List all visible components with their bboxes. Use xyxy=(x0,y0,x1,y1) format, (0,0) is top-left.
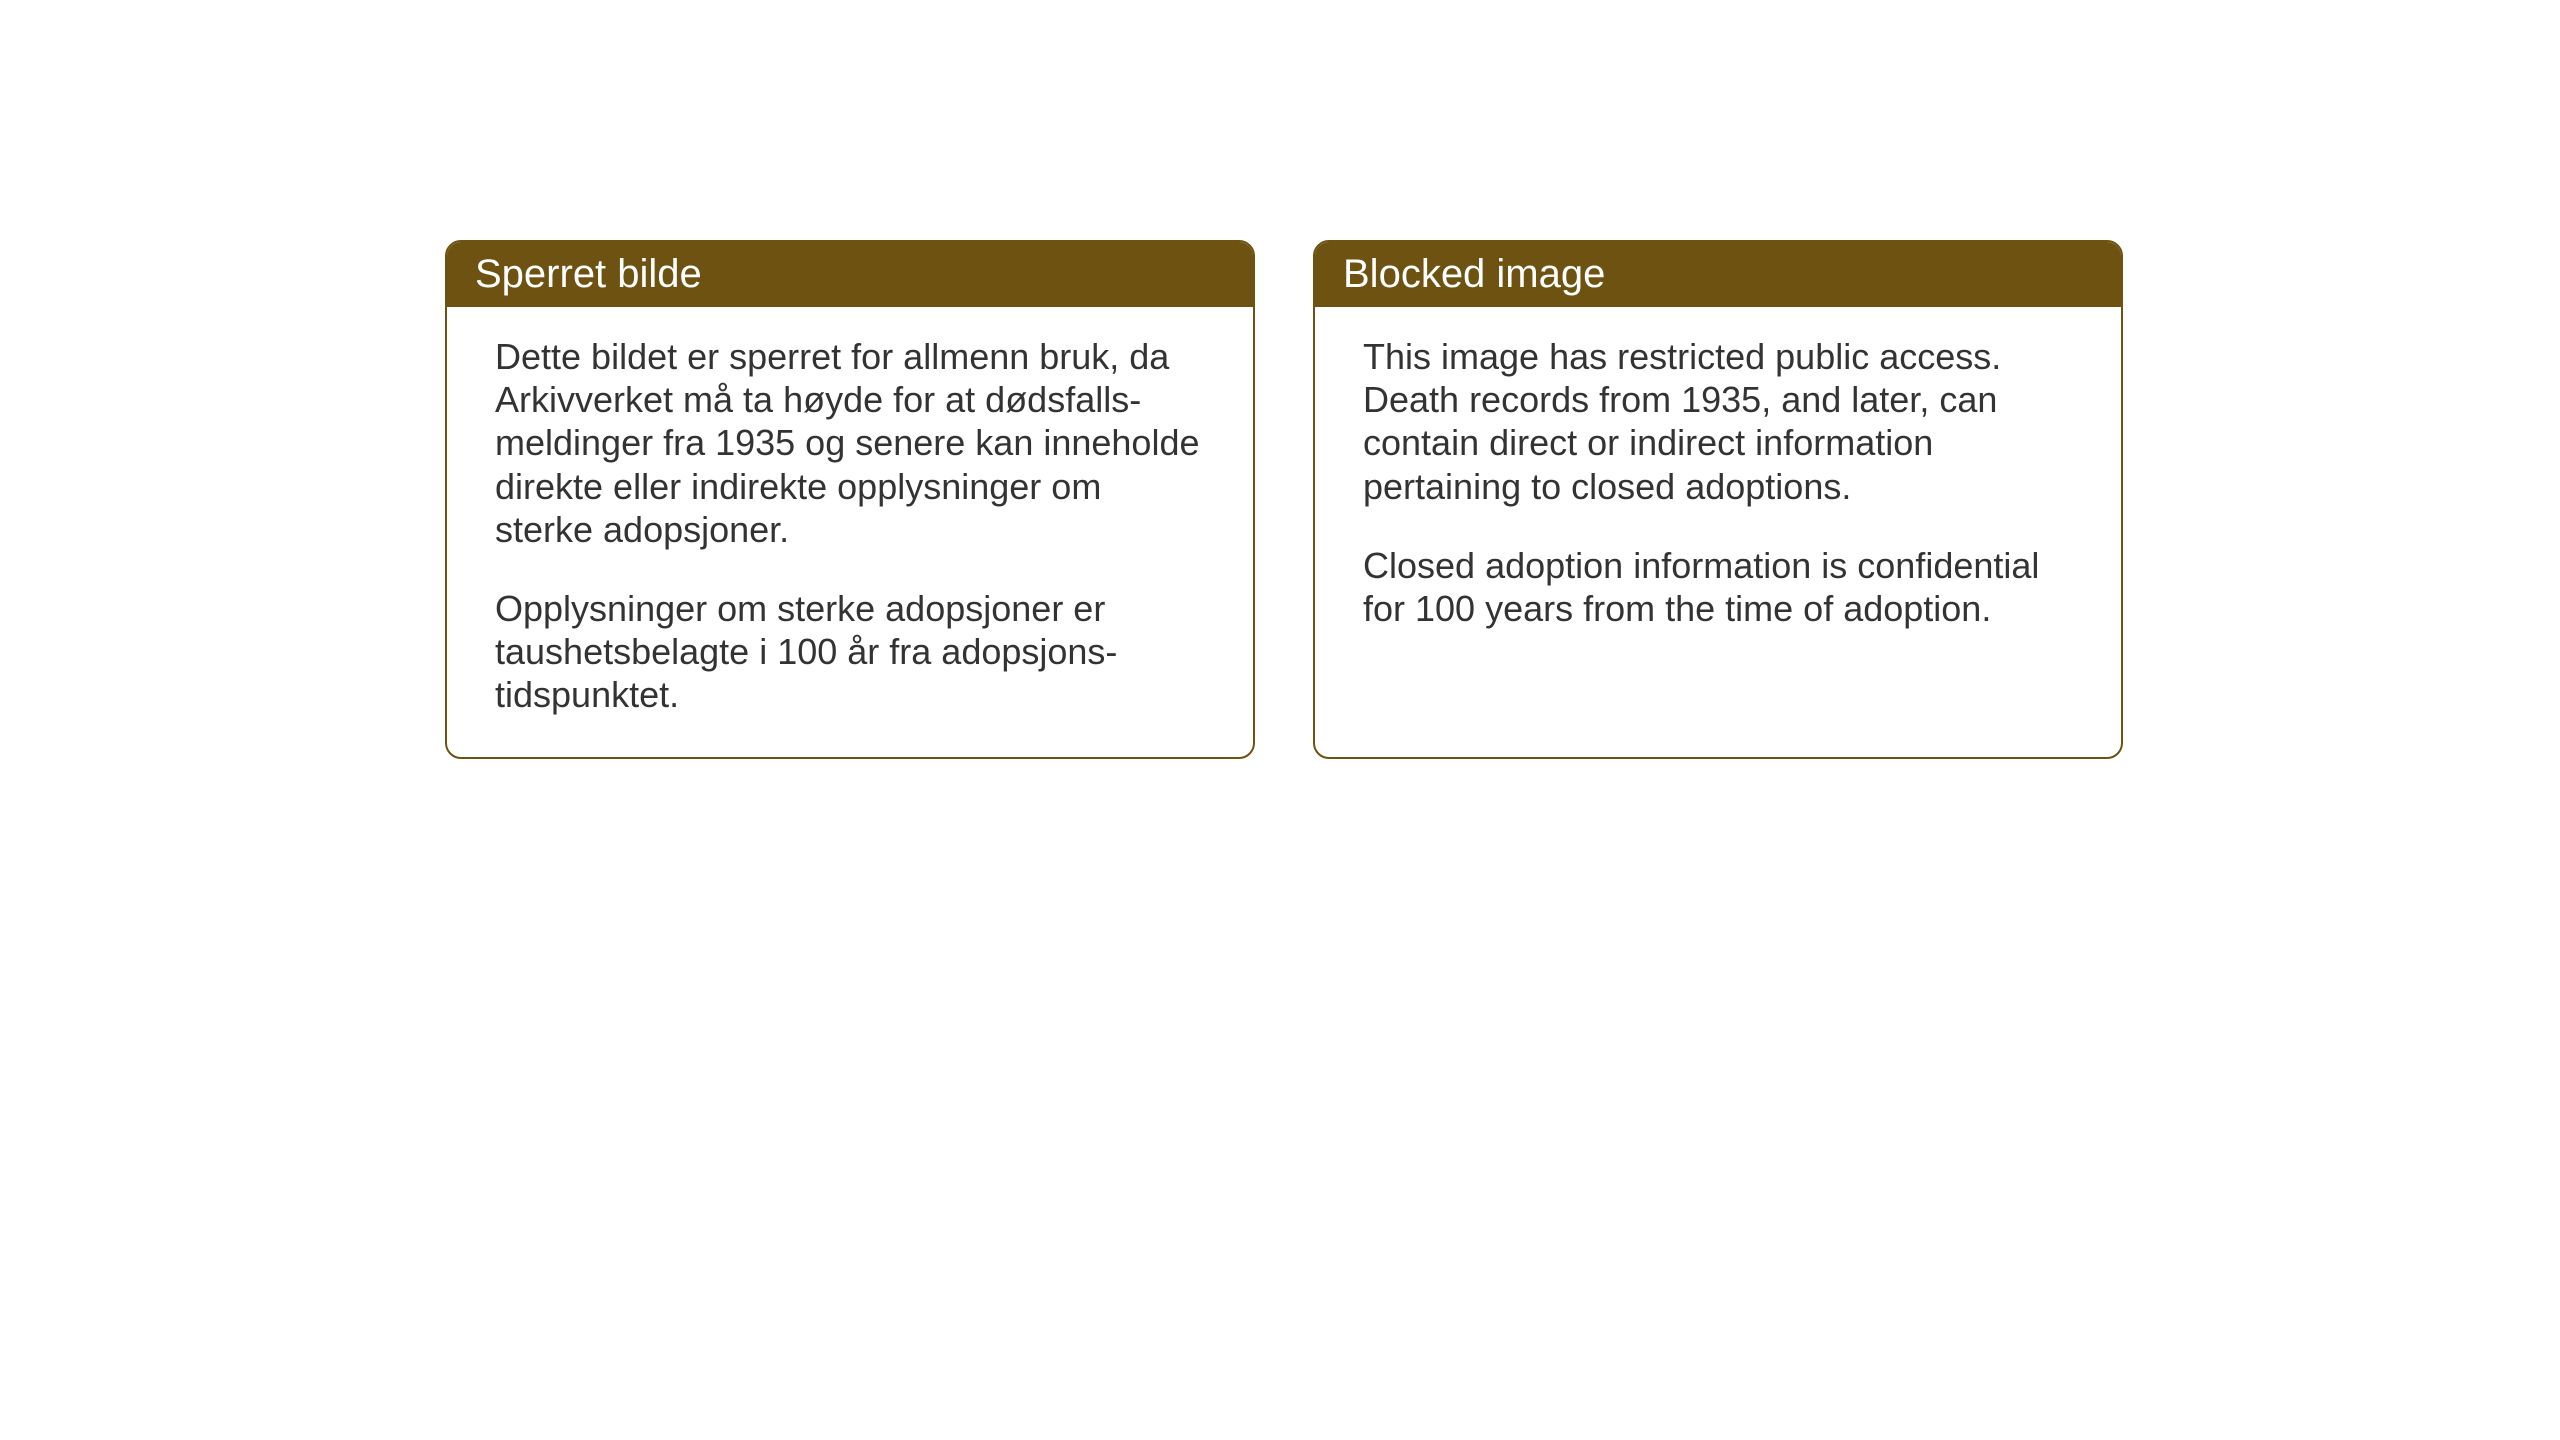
card-title: Sperret bilde xyxy=(475,252,702,296)
notice-card-norwegian: Sperret bilde Dette bildet er sperret fo… xyxy=(445,240,1255,759)
card-paragraph: Opplysninger om sterke adopsjoner er tau… xyxy=(495,587,1205,717)
card-paragraph: Dette bildet er sperret for allmenn bruk… xyxy=(495,335,1205,551)
card-body: This image has restricted public access.… xyxy=(1315,307,2121,670)
card-header: Blocked image xyxy=(1315,242,2121,307)
card-title: Blocked image xyxy=(1343,252,1605,296)
notice-container: Sperret bilde Dette bildet er sperret fo… xyxy=(445,240,2123,759)
card-header: Sperret bilde xyxy=(447,242,1253,307)
card-paragraph: This image has restricted public access.… xyxy=(1363,335,2073,508)
notice-card-english: Blocked image This image has restricted … xyxy=(1313,240,2123,759)
card-paragraph: Closed adoption information is confident… xyxy=(1363,544,2073,630)
card-body: Dette bildet er sperret for allmenn bruk… xyxy=(447,307,1253,757)
